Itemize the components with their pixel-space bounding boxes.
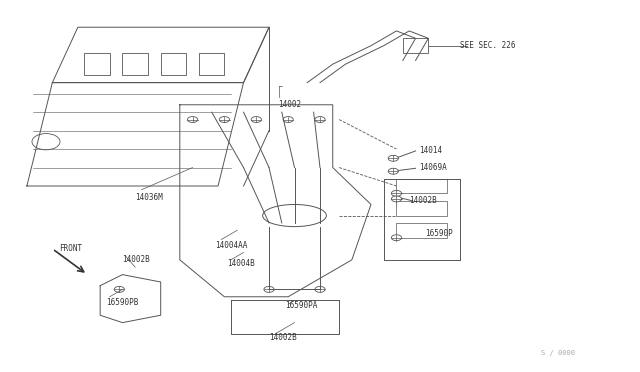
Bar — [396, 223, 447, 238]
Bar — [396, 201, 447, 215]
Circle shape — [283, 116, 293, 122]
Circle shape — [251, 116, 261, 122]
Text: 14069A: 14069A — [419, 163, 447, 172]
Text: 14002B: 14002B — [269, 333, 297, 342]
Text: 14014: 14014 — [419, 147, 442, 155]
Text: 14004B: 14004B — [228, 259, 255, 268]
Bar — [199, 53, 225, 75]
Text: 16590PB: 16590PB — [106, 298, 139, 307]
Circle shape — [392, 190, 401, 196]
Circle shape — [388, 155, 398, 161]
Text: FRONT: FRONT — [59, 244, 82, 253]
Text: 16590P: 16590P — [425, 230, 453, 238]
Text: 14002B: 14002B — [409, 196, 437, 205]
Circle shape — [32, 134, 60, 150]
Text: SEE SEC. 226: SEE SEC. 226 — [460, 41, 516, 50]
Bar — [396, 179, 447, 193]
Bar — [403, 38, 428, 53]
Text: 16590PA: 16590PA — [285, 301, 317, 311]
Text: 14002: 14002 — [278, 100, 301, 109]
Circle shape — [264, 286, 274, 292]
Text: 14036M: 14036M — [135, 193, 163, 202]
Text: 14002B: 14002B — [122, 255, 150, 264]
Circle shape — [188, 116, 198, 122]
Circle shape — [388, 168, 398, 174]
Text: 14004AA: 14004AA — [215, 241, 247, 250]
Circle shape — [315, 286, 325, 292]
Circle shape — [220, 116, 230, 122]
Circle shape — [114, 286, 124, 292]
Circle shape — [392, 235, 401, 241]
Bar — [161, 53, 186, 75]
Circle shape — [315, 116, 325, 122]
Bar — [122, 53, 148, 75]
Bar — [84, 53, 109, 75]
Text: S / 0000: S / 0000 — [541, 350, 575, 356]
Circle shape — [392, 196, 401, 202]
